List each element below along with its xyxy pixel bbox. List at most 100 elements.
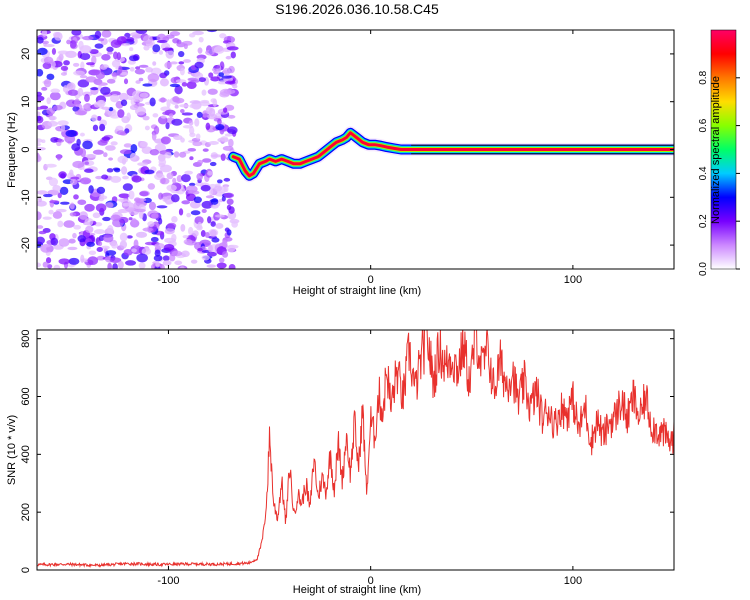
noise-blob: [91, 114, 98, 122]
noise-blob: [119, 149, 132, 155]
noise-blob: [37, 142, 42, 147]
noise-blob: [181, 200, 191, 205]
noise-blob: [142, 35, 153, 45]
noise-blob: [96, 255, 106, 261]
noise-blob: [121, 43, 131, 47]
noise-blob: [174, 104, 179, 109]
noise-blob: [84, 203, 95, 212]
noise-blob: [208, 244, 213, 253]
noise-blob: [189, 156, 194, 161]
noise-blob: [57, 120, 69, 126]
noise-blob: [135, 66, 141, 70]
noise-blob: [67, 246, 78, 251]
noise-blob: [48, 209, 54, 215]
noise-blob: [162, 111, 172, 116]
noise-blob: [186, 81, 197, 90]
noise-blob: [128, 190, 135, 200]
noise-blob: [37, 68, 44, 77]
noise-blob: [112, 263, 118, 269]
noise-blob: [52, 104, 63, 111]
noise-blob: [134, 68, 146, 75]
noise-blob: [230, 51, 236, 59]
noise-blob: [220, 136, 229, 142]
noise-blob: [149, 97, 156, 107]
noise-blob: [162, 255, 170, 262]
noise-blob: [182, 124, 194, 129]
noise-blob: [173, 151, 180, 158]
noise-blob: [221, 239, 228, 248]
noise-blob: [210, 204, 219, 209]
snr-y-label: SNR (10 * v/v): [6, 415, 18, 485]
noise-blob: [37, 47, 48, 56]
noise-blob: [57, 138, 64, 143]
noise-blob: [179, 266, 185, 269]
noise-blob: [125, 260, 137, 266]
noise-blob: [73, 224, 82, 230]
noise-blob: [156, 40, 168, 44]
noise-blob: [222, 67, 231, 76]
noise-blob: [160, 136, 171, 145]
noise-blob: [96, 115, 102, 121]
noise-blob: [192, 230, 199, 237]
noise-blob: [57, 192, 62, 199]
noise-blob: [58, 171, 67, 179]
noise-blob: [120, 71, 129, 76]
noise-blob: [181, 82, 188, 87]
noise-blob: [84, 218, 94, 226]
noise-blob: [37, 225, 44, 229]
noise-blob: [94, 43, 104, 49]
noise-blob: [216, 262, 227, 269]
noise-blob: [78, 211, 88, 220]
noise-blob: [118, 65, 123, 74]
noise-blob: [152, 44, 161, 53]
noise-blob: [194, 61, 204, 69]
noise-blob: [99, 64, 108, 70]
noise-blob: [165, 200, 172, 205]
noise-blob: [211, 237, 220, 243]
noise-blob: [130, 98, 136, 106]
noise-blob: [69, 169, 74, 177]
noise-blob: [232, 84, 238, 89]
noise-blob: [37, 262, 42, 268]
noise-blob: [70, 176, 80, 180]
noise-blob: [117, 109, 125, 118]
noise-blob: [80, 148, 87, 158]
noise-blob: [109, 257, 122, 263]
noise-blob: [202, 148, 209, 152]
noise-blob: [215, 123, 225, 131]
noise-blob: [118, 92, 129, 102]
noise-blob: [42, 62, 52, 70]
noise-blob: [148, 201, 156, 211]
noise-blob: [158, 50, 164, 55]
noise-blob: [37, 115, 44, 124]
noise-blob: [180, 223, 186, 232]
noise-blob: [43, 193, 53, 198]
noise-blob: [179, 104, 190, 108]
noise-blob: [79, 177, 92, 185]
noise-blob: [197, 47, 203, 54]
noise-blob: [144, 169, 155, 175]
noise-blob: [200, 230, 206, 238]
noise-blob: [209, 229, 217, 237]
noise-blob: [93, 229, 106, 235]
noise-blob: [228, 264, 236, 269]
noise-blob: [222, 145, 234, 151]
noise-blob: [180, 137, 185, 143]
noise-blob: [178, 208, 184, 216]
noise-blob: [164, 227, 175, 235]
y-tick-label: 20: [20, 48, 32, 60]
noise-blob: [37, 106, 44, 111]
noise-blob: [225, 55, 232, 60]
noise-blob: [72, 62, 80, 67]
noise-blob: [195, 133, 201, 140]
noise-blob: [169, 83, 181, 88]
spectrogram-y-label: Frequency (Hz): [6, 112, 18, 188]
noise-blob: [193, 196, 202, 204]
noise-blob: [158, 192, 164, 200]
noise-blob: [37, 153, 41, 162]
noise-blob: [194, 72, 204, 80]
noise-blob: [199, 101, 210, 107]
noise-blob: [142, 227, 153, 232]
noise-blob: [101, 53, 111, 61]
